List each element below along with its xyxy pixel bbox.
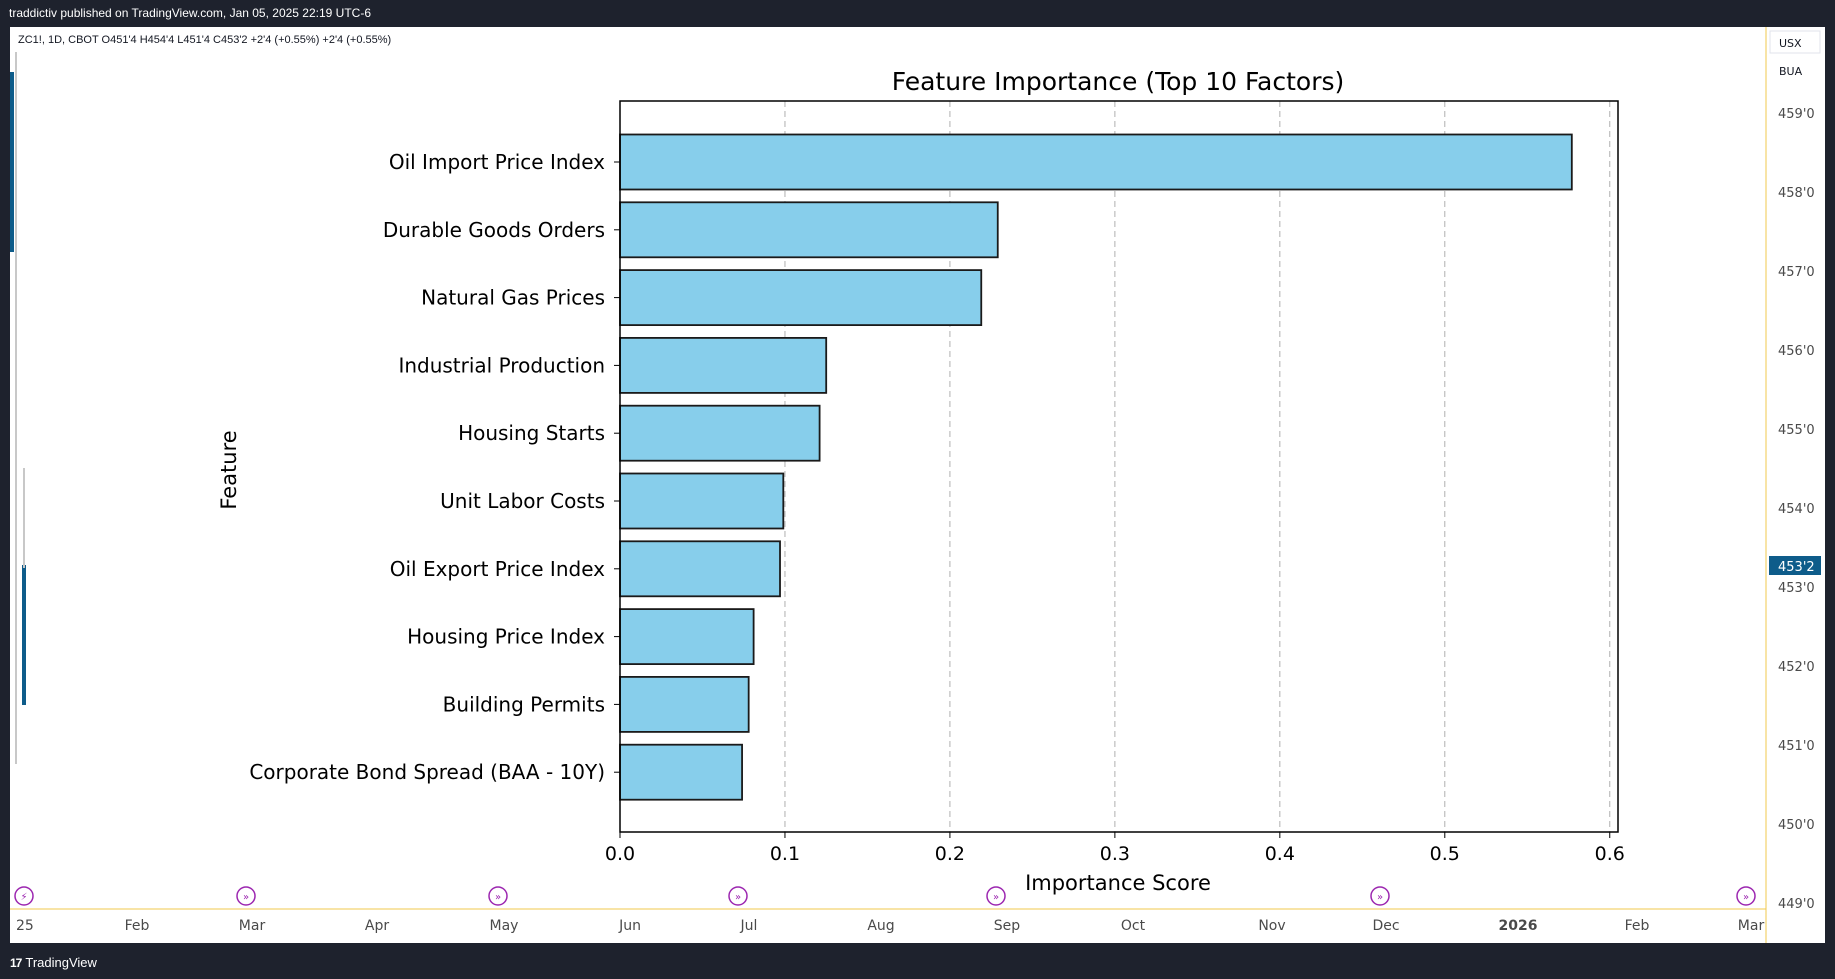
current-price-marker bbox=[1769, 556, 1821, 575]
svg-text:⚡: ⚡ bbox=[20, 892, 27, 903]
x-axis-label: Importance Score bbox=[1025, 871, 1211, 895]
axes-frame bbox=[619, 100, 1619, 833]
svg-text:»: » bbox=[1743, 892, 1749, 903]
time-label: 2026 bbox=[1499, 918, 1538, 934]
arrow-event-icon[interactable]: » bbox=[728, 886, 748, 906]
time-label: Feb bbox=[1625, 918, 1650, 934]
arrow-event-icon[interactable]: » bbox=[1736, 886, 1756, 906]
y-tick-label: Natural Gas Prices bbox=[421, 286, 605, 310]
x-tick-label: 0.1 bbox=[770, 843, 800, 865]
price-label: 457'0 bbox=[1778, 265, 1815, 280]
svg-text:»: » bbox=[1377, 892, 1383, 903]
price-label: 456'0 bbox=[1778, 344, 1815, 359]
arrow-event-icon[interactable]: » bbox=[1370, 886, 1390, 906]
x-tick-label: 0.2 bbox=[935, 843, 965, 865]
arrow-event-icon[interactable]: » bbox=[488, 886, 508, 906]
y-tick-label: Corporate Bond Spread (BAA - 10Y) bbox=[249, 760, 605, 784]
plot-area: Oil Import Price Index Durable Goods Orde… bbox=[217, 67, 1625, 895]
bar bbox=[619, 336, 828, 394]
publish-text: traddictiv published on TradingView.com,… bbox=[9, 6, 371, 20]
svg-text:»: » bbox=[735, 892, 741, 903]
time-label: Oct bbox=[1121, 918, 1146, 934]
publish-header: traddictiv published on TradingView.com,… bbox=[0, 0, 1835, 27]
y-tick-label: Unit Labor Costs bbox=[440, 489, 605, 513]
price-label: 450'0 bbox=[1778, 818, 1815, 833]
symbol-legend: ZC1!, 1D, CBOT O451'4 H454'4 L451'4 C453… bbox=[18, 34, 392, 46]
y-tick-label: Housing Starts bbox=[458, 421, 605, 445]
time-label: Feb bbox=[125, 918, 150, 934]
x-tick-label: 0.3 bbox=[1100, 843, 1130, 865]
time-label: May bbox=[490, 918, 519, 934]
x-tick-label: 0.5 bbox=[1430, 843, 1460, 865]
bar bbox=[619, 676, 750, 733]
y-tick-label: Durable Goods Orders bbox=[383, 218, 605, 242]
price-label: 458'0 bbox=[1778, 186, 1815, 201]
time-label: Mar bbox=[1738, 918, 1765, 934]
x-tick-label: 0.4 bbox=[1265, 843, 1295, 865]
y-tick-label: Building Permits bbox=[443, 692, 605, 716]
edge-candle bbox=[22, 565, 26, 705]
tradingview-logo[interactable]: 17 TradingView bbox=[10, 955, 97, 970]
y-tick-label: Oil Export Price Index bbox=[390, 557, 605, 581]
bar bbox=[619, 201, 999, 259]
currency-box bbox=[1769, 30, 1821, 54]
chart-canvas: USX BUA 459'0458'0457'0456'0455'0454'045… bbox=[10, 27, 1821, 943]
time-label: Jul bbox=[740, 918, 758, 934]
time-label: Sep bbox=[994, 918, 1021, 934]
svg-text:»: » bbox=[993, 892, 999, 903]
time-label: Dec bbox=[1372, 918, 1399, 934]
time-label: Aug bbox=[867, 918, 894, 934]
x-tick-label: 0.6 bbox=[1595, 843, 1625, 865]
bar bbox=[619, 269, 983, 327]
time-axis-labels: 25 Feb Mar Apr May Jun Jul Aug Sep Oct Nov Dec 2026 F… bbox=[16, 918, 1764, 934]
chart-title: Feature Importance (Top 10 Factors) bbox=[892, 67, 1345, 96]
edge-candle bbox=[10, 72, 14, 252]
currency-label: USX bbox=[1779, 37, 1802, 50]
time-label: Jun bbox=[618, 918, 641, 934]
time-label: Mar bbox=[239, 918, 266, 934]
current-price-text: 453'2 bbox=[1778, 560, 1815, 575]
footer-bar: 17 TradingView bbox=[0, 943, 1835, 979]
brand-text: TradingView bbox=[25, 955, 97, 970]
y-axis-label: Feature bbox=[217, 430, 241, 509]
svg-text:»: » bbox=[495, 892, 501, 903]
edge-candle bbox=[15, 52, 17, 764]
bar bbox=[619, 133, 1573, 191]
arrow-event-icon[interactable]: » bbox=[986, 886, 1006, 906]
arrow-event-icon[interactable]: » bbox=[236, 886, 256, 906]
price-label: 451'0 bbox=[1778, 739, 1815, 754]
lightning-event-icon[interactable]: ⚡ bbox=[14, 886, 34, 906]
price-label: 453'0 bbox=[1778, 581, 1815, 596]
tradingview-logo-icon: 17 bbox=[10, 955, 22, 970]
price-label: 455'0 bbox=[1778, 423, 1815, 438]
bar bbox=[619, 608, 755, 665]
bar bbox=[619, 743, 743, 801]
bar bbox=[619, 472, 785, 530]
price-label: 454'0 bbox=[1778, 502, 1815, 517]
event-icons[interactable]: ⚡ » » » » » » bbox=[14, 886, 1756, 906]
time-label: 25 bbox=[16, 918, 34, 934]
price-label: 452'0 bbox=[1778, 660, 1815, 675]
price-label: 449'0 bbox=[1778, 897, 1815, 912]
unit-label: BUA bbox=[1779, 65, 1803, 78]
svg-text:»: » bbox=[243, 892, 249, 903]
edge-candle bbox=[23, 468, 25, 568]
bar bbox=[619, 540, 781, 598]
price-axis-labels: 459'0 458'0 457'0 456'0 455'0 454'0 453'0 452'0… bbox=[1778, 107, 1815, 912]
bar bbox=[619, 404, 821, 462]
y-tick-label: Housing Price Index bbox=[407, 625, 605, 649]
time-label: Apr bbox=[365, 918, 389, 934]
y-tick-label: Industrial Production bbox=[398, 353, 605, 377]
price-label: 459'0 bbox=[1778, 107, 1815, 122]
y-tick-label: Oil Import Price Index bbox=[389, 150, 605, 174]
x-tick-label: 0.0 bbox=[605, 843, 635, 865]
time-label: Nov bbox=[1258, 918, 1285, 934]
